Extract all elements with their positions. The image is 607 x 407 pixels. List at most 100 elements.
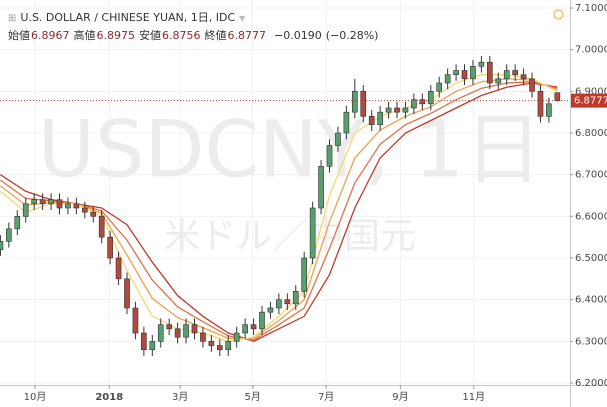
watermark-sub: 米ドル／中国元 [164,216,416,257]
x-tick-label: 2018 [95,392,123,403]
candle-body [284,299,291,305]
candle-body [267,307,274,313]
candle-body [250,324,257,330]
grid [0,0,570,385]
ohlc-label: 終値 [204,29,227,42]
candle-body [470,66,476,80]
candle-body [6,228,12,242]
y-tick-label: 6.8000 [575,128,607,139]
candle-body [149,341,156,350]
change: −0.0190 [274,29,322,42]
candle-body [259,311,265,330]
candle-body [73,203,80,209]
candle-body [411,99,417,109]
candle-body [183,324,189,338]
candle-body [191,324,198,334]
candle-body [225,341,232,350]
candle-body [343,111,350,134]
header-line-1: ⊞ U.S. DOLLAR / CHINESE YUAN, 1日, IDC ▼ [8,9,249,25]
candle-body [276,299,282,309]
candle-body [495,78,502,84]
candle-body [292,291,299,305]
candle-body [39,199,46,205]
collapse-icon[interactable]: ⊞ [8,13,17,24]
candle-body [22,203,29,217]
candle-body [81,207,88,213]
candle-body [436,82,443,92]
y-tick-label: 6.2000 [575,378,607,389]
candle-body [309,207,316,259]
candle-body [546,103,552,117]
candle-body [520,74,527,80]
last-price-tag [571,93,607,108]
candle-body [368,116,375,125]
candle-body [385,107,392,113]
candle-body [318,166,324,209]
candle-body [90,211,97,217]
header-line-2: 始値6.8967 高値6.8975 安値6.8756 終値6.8777 −0.0190(… [8,27,382,43]
candle-body [31,199,38,205]
y-tick-label: 6.5000 [575,253,607,264]
candle-body [216,345,223,350]
ohlc-value: 6.8756 [162,29,201,42]
candle-body [537,91,544,117]
candle-body [65,203,71,209]
y-tick-label: 6.7000 [575,170,607,181]
last-price-label: 6.8777 [574,96,607,107]
change-pct: (−0.28%) [325,29,379,42]
candle-body [200,332,206,342]
y-tick-label: 6.3000 [575,336,607,347]
candle-body [141,332,147,350]
candle-body [0,241,4,250]
dropdown-icon[interactable]: ▼ [239,14,246,23]
candle-body [157,324,164,342]
candle-body [132,307,139,334]
y-tick-label: 6.4000 [575,295,607,306]
y-tick-label: 6.6000 [575,211,607,222]
candle-body [326,145,333,167]
candle-body [360,91,367,117]
x-tick-label: 9月 [392,391,408,403]
candle-body [377,111,383,125]
x-tick-label: 3月 [172,391,188,403]
candle-body [394,107,400,113]
candle-body [48,199,54,205]
y-tick-label: 6.9000 [575,86,607,97]
ohlc-label: 高値 [73,29,96,42]
candle-body [242,324,248,334]
candle-body [335,132,341,146]
candle-body [301,257,308,292]
x-tick-label: 10月 [24,391,47,403]
x-tick-label: 7月 [318,391,334,403]
x-tick-label: 11月 [462,391,485,403]
candle-body [56,199,63,209]
candle-body [461,70,468,80]
candle-body [351,91,358,113]
ohlc-label: 安値 [139,29,161,42]
candle-body [107,236,113,259]
candle-body [402,107,409,113]
candle-body [233,332,240,342]
watermark: USDCNY, 1日 [38,105,542,195]
settings-icon[interactable] [553,9,564,20]
candle-body [174,328,181,338]
candle-body [529,78,535,92]
candle-body [98,216,105,238]
candle-body [166,324,173,330]
symbol-title: U.S. DOLLAR / CHINESE YUAN, 1日, IDC [20,11,236,24]
candle-body [208,341,215,346]
candle-body [115,257,122,280]
candle-body [444,74,451,84]
y-tick-label: 7.0000 [575,45,607,56]
candle-body [124,278,130,309]
ohlc-value: 6.8777 [227,29,267,42]
ohlc-value: 6.8975 [96,29,136,42]
y-tick-label: 7.1000 [575,3,607,14]
candle-body [487,61,493,84]
candle-body [419,99,426,105]
candle-body [554,92,561,101]
candle-body [503,70,510,80]
candle-body [427,91,434,105]
